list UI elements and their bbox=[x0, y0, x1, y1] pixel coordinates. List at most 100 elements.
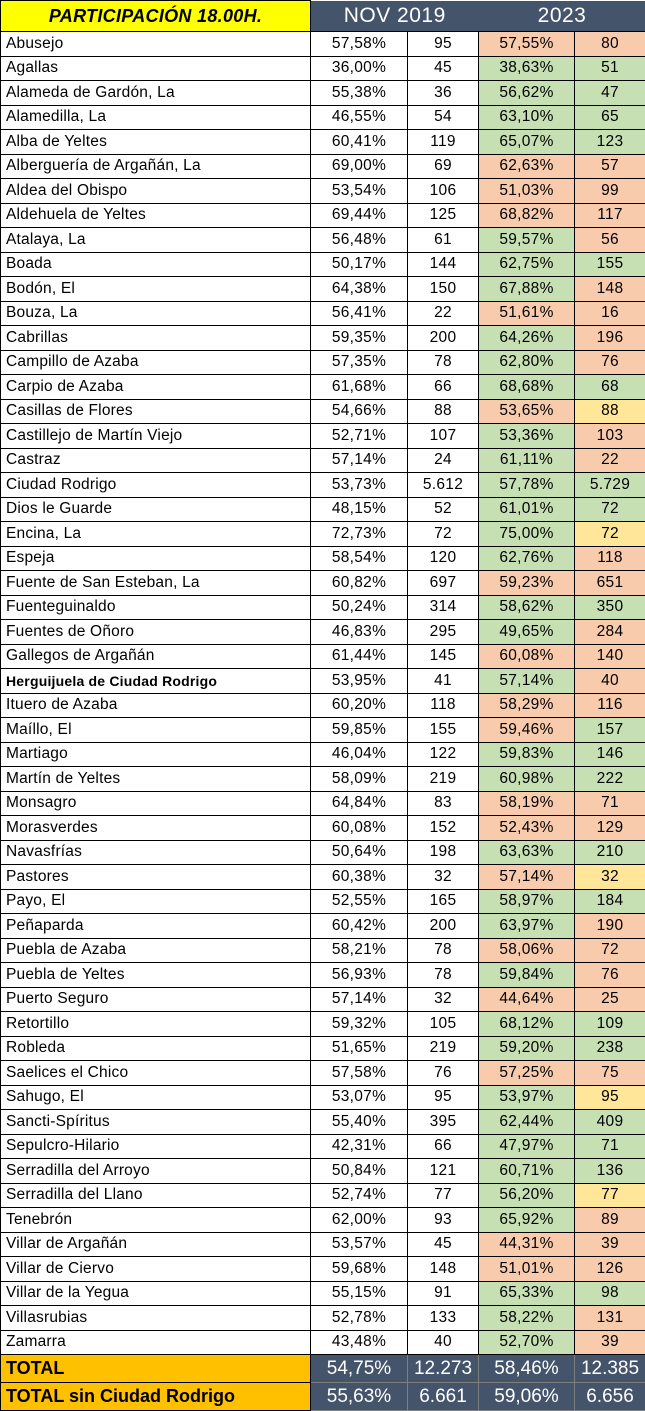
participation-2023: 68,82% bbox=[479, 203, 575, 228]
participation-2023: 62,63% bbox=[479, 154, 575, 179]
participation-2023: 51,61% bbox=[479, 301, 575, 326]
municipality-name: Saelices el Chico bbox=[1, 1061, 311, 1086]
voters-2023: 89 bbox=[575, 1208, 645, 1233]
municipality-name: Espeja bbox=[1, 546, 311, 571]
participation-2023: 57,55% bbox=[479, 32, 575, 57]
participation-2019: 46,83% bbox=[311, 620, 408, 645]
voters-2019: 40 bbox=[408, 1330, 479, 1355]
municipality-name: Morasverdes bbox=[1, 816, 311, 841]
voters-2023: 99 bbox=[575, 179, 645, 204]
municipality-name: Gallegos de Argañán bbox=[1, 644, 311, 669]
voters-2023: 72 bbox=[575, 522, 645, 547]
participation-2023: 59,20% bbox=[479, 1036, 575, 1061]
municipality-name: Sancti-Spíritus bbox=[1, 1110, 311, 1135]
municipality-name: Alameda de Gardón, La bbox=[1, 81, 311, 106]
total-participation-2019: 54,75% bbox=[311, 1355, 408, 1383]
participation-2019: 53,54% bbox=[311, 179, 408, 204]
participation-2023: 57,25% bbox=[479, 1061, 575, 1086]
voters-2023: 155 bbox=[575, 252, 645, 277]
participation-2019: 58,21% bbox=[311, 938, 408, 963]
participation-2023: 58,22% bbox=[479, 1306, 575, 1331]
participation-2019: 57,58% bbox=[311, 32, 408, 57]
participation-2023: 59,84% bbox=[479, 963, 575, 988]
municipality-name: Bodón, El bbox=[1, 277, 311, 302]
voters-2019: 144 bbox=[408, 252, 479, 277]
participation-2023: 53,97% bbox=[479, 1085, 575, 1110]
voters-2023: 76 bbox=[575, 963, 645, 988]
municipality-name: Ituero de Azaba bbox=[1, 693, 311, 718]
participation-2023: 63,97% bbox=[479, 914, 575, 939]
voters-2023: 409 bbox=[575, 1110, 645, 1135]
voters-2023: 118 bbox=[575, 546, 645, 571]
voters-2019: 78 bbox=[408, 350, 479, 375]
participation-2023: 57,78% bbox=[479, 473, 575, 498]
column-header-nov-2019: NOV 2019 bbox=[311, 1, 479, 32]
participation-2019: 64,38% bbox=[311, 277, 408, 302]
table-title: PARTICIPACIÓN 18.00H. bbox=[1, 1, 311, 32]
voters-2023: 88 bbox=[575, 399, 645, 424]
participation-2019: 50,24% bbox=[311, 595, 408, 620]
column-header-2023: 2023 bbox=[479, 1, 645, 32]
municipality-name: Aldehuela de Yeltes bbox=[1, 203, 311, 228]
participation-2023: 63,10% bbox=[479, 105, 575, 130]
voters-2019: 133 bbox=[408, 1306, 479, 1331]
participation-2019: 50,64% bbox=[311, 840, 408, 865]
municipality-name: Castraz bbox=[1, 448, 311, 473]
total-participation-2023: 59,06% bbox=[479, 1383, 575, 1411]
participation-2023: 53,65% bbox=[479, 399, 575, 424]
participation-2023: 44,31% bbox=[479, 1232, 575, 1257]
voters-2019: 72 bbox=[408, 522, 479, 547]
participation-2023: 57,14% bbox=[479, 669, 575, 694]
voters-2023: 16 bbox=[575, 301, 645, 326]
participation-2019: 56,48% bbox=[311, 228, 408, 253]
voters-2023: 40 bbox=[575, 669, 645, 694]
municipality-name: Serradilla del Llano bbox=[1, 1183, 311, 1208]
voters-2019: 198 bbox=[408, 840, 479, 865]
voters-2019: 314 bbox=[408, 595, 479, 620]
municipality-name: Sepulcro-Hilario bbox=[1, 1134, 311, 1159]
voters-2023: 103 bbox=[575, 424, 645, 449]
municipality-name: Sahugo, El bbox=[1, 1085, 311, 1110]
total-label: TOTAL sin Ciudad Rodrigo bbox=[1, 1383, 311, 1411]
participation-2023: 56,62% bbox=[479, 81, 575, 106]
participation-2019: 60,38% bbox=[311, 865, 408, 890]
participation-2019: 61,44% bbox=[311, 644, 408, 669]
municipality-name: Abusejo bbox=[1, 32, 311, 57]
participation-2019: 53,95% bbox=[311, 669, 408, 694]
voters-2019: 54 bbox=[408, 105, 479, 130]
voters-2023: 123 bbox=[575, 130, 645, 155]
participation-2019: 60,20% bbox=[311, 693, 408, 718]
voters-2023: 56 bbox=[575, 228, 645, 253]
municipality-name: Martiago bbox=[1, 742, 311, 767]
voters-2019: 78 bbox=[408, 938, 479, 963]
participation-2019: 64,84% bbox=[311, 791, 408, 816]
participation-2023: 38,63% bbox=[479, 56, 575, 81]
participation-2019: 61,68% bbox=[311, 375, 408, 400]
voters-2019: 295 bbox=[408, 620, 479, 645]
municipality-name: Carpio de Azaba bbox=[1, 375, 311, 400]
participation-2019: 43,48% bbox=[311, 1330, 408, 1355]
participation-2023: 67,88% bbox=[479, 277, 575, 302]
municipality-name: Zamarra bbox=[1, 1330, 311, 1355]
municipality-name: Fuenteguinaldo bbox=[1, 595, 311, 620]
participation-2019: 50,84% bbox=[311, 1159, 408, 1184]
voters-2023: 350 bbox=[575, 595, 645, 620]
municipality-name: Boada bbox=[1, 252, 311, 277]
participation-2023: 61,01% bbox=[479, 497, 575, 522]
